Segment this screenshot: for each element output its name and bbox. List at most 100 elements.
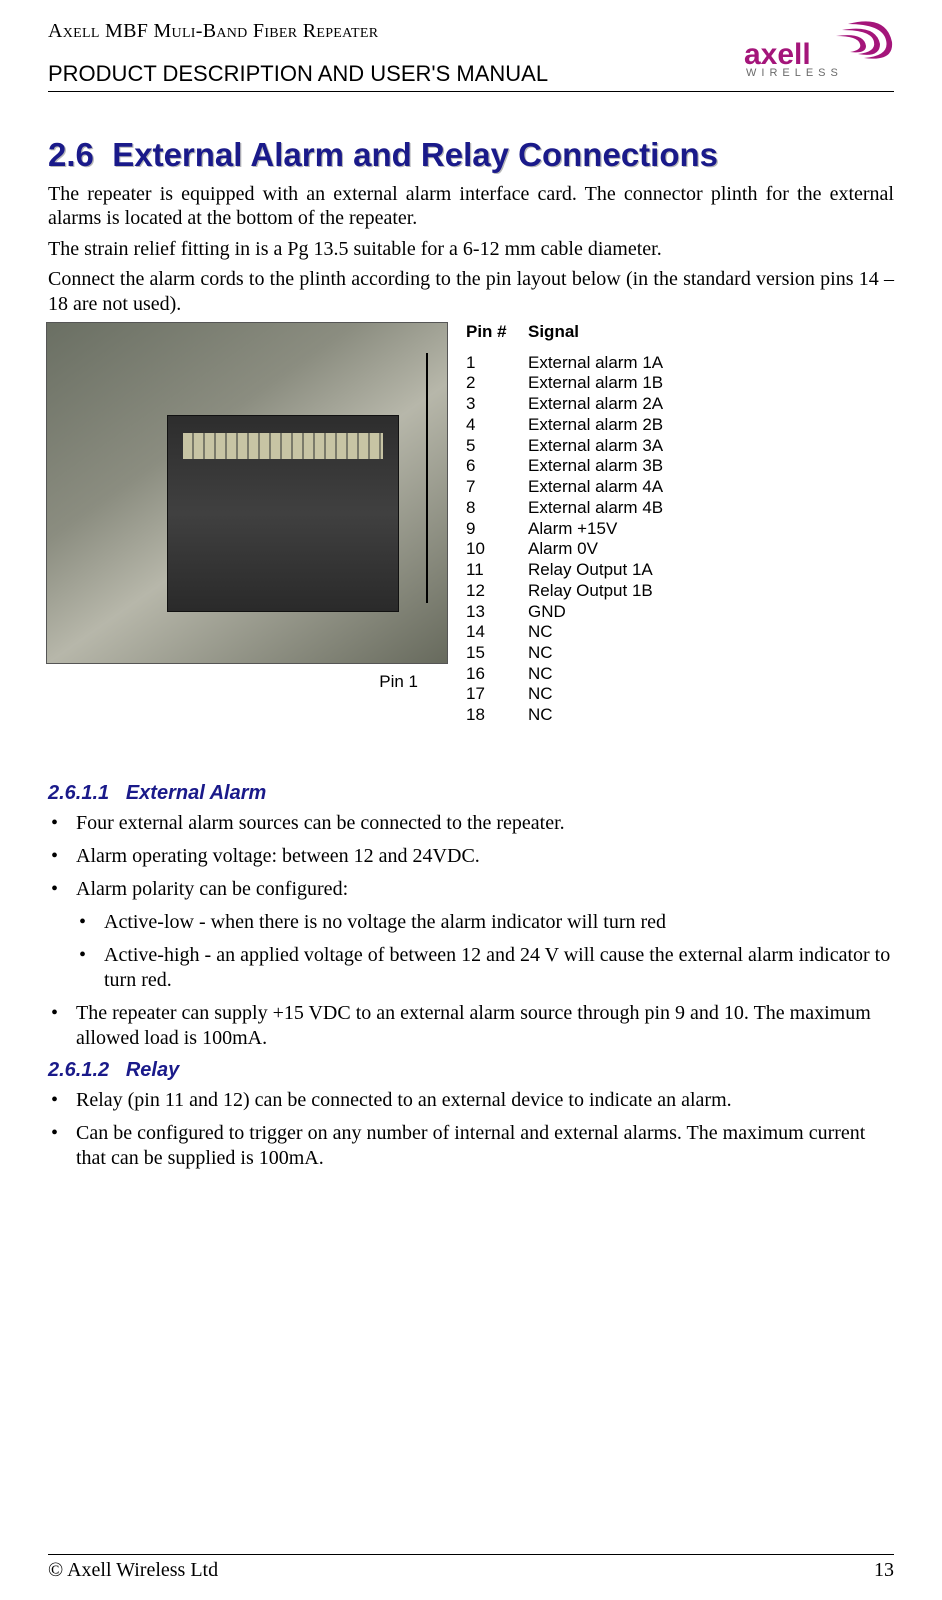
pin-row: 18NC bbox=[466, 705, 663, 726]
spacer bbox=[48, 726, 894, 782]
bullet-item: Alarm operating voltage: between 12 and … bbox=[48, 844, 894, 869]
pin-row: 5External alarm 3A bbox=[466, 436, 663, 457]
pin-num: 18 bbox=[466, 705, 528, 726]
pin-signal: NC bbox=[528, 705, 553, 726]
subsection-number: 2.6.1.1 bbox=[48, 782, 109, 804]
pin-row: 16NC bbox=[466, 664, 663, 685]
pin-num: 12 bbox=[466, 581, 528, 602]
pin1-label: Pin 1 bbox=[379, 672, 418, 692]
axell-logo-icon: axell WIRELESS bbox=[744, 20, 894, 78]
pin-row: 9Alarm +15V bbox=[466, 519, 663, 540]
pin-row: 12Relay Output 1B bbox=[466, 581, 663, 602]
pin-num: 4 bbox=[466, 415, 528, 436]
connector-photo-column: Pin 1 bbox=[48, 322, 448, 692]
pin-num: 8 bbox=[466, 498, 528, 519]
bullet-item: Active-low - when there is no voltage th… bbox=[76, 910, 894, 935]
pin-signal: Relay Output 1B bbox=[528, 581, 653, 602]
bullet-item: The repeater can supply +15 VDC to an ex… bbox=[48, 1001, 894, 1051]
pin-num: 11 bbox=[466, 560, 528, 581]
pin-signal: Relay Output 1A bbox=[528, 560, 653, 581]
pin-row: 1External alarm 1A bbox=[466, 353, 663, 374]
footer-rule bbox=[48, 1554, 894, 1555]
bullet-item: Can be configured to trigger on any numb… bbox=[48, 1121, 894, 1171]
pin-signal: Alarm +15V bbox=[528, 519, 617, 540]
pin-row: 2External alarm 1B bbox=[466, 373, 663, 394]
pin-signal: NC bbox=[528, 643, 553, 664]
pin-signal: External alarm 4A bbox=[528, 477, 663, 498]
page-header: Axell MBF Muli-Band Fiber Repeater PRODU… bbox=[48, 20, 894, 87]
pin-signal: External alarm 2B bbox=[528, 415, 663, 436]
pin-table-header: Pin # Signal bbox=[466, 322, 663, 343]
pin-row: 13GND bbox=[466, 602, 663, 623]
pin-row: 7External alarm 4A bbox=[466, 477, 663, 498]
paragraph: Connect the alarm cords to the plinth ac… bbox=[48, 267, 894, 316]
pin-num: 17 bbox=[466, 684, 528, 705]
pin-signal: External alarm 1A bbox=[528, 353, 663, 374]
pin-signal: External alarm 3B bbox=[528, 456, 663, 477]
pin-num: 14 bbox=[466, 622, 528, 643]
pin-row: 15NC bbox=[466, 643, 663, 664]
logo-text-secondary: WIRELESS bbox=[746, 67, 843, 78]
header-product-line: Axell MBF Muli-Band Fiber Repeater bbox=[48, 20, 734, 43]
pin-row: 17NC bbox=[466, 684, 663, 705]
pin-num: 7 bbox=[466, 477, 528, 498]
subsection-heading: 2.6.1.2 Relay bbox=[48, 1059, 894, 1082]
pin-num: 1 bbox=[466, 353, 528, 374]
pin-num: 16 bbox=[466, 664, 528, 685]
bullet-item: Relay (pin 11 and 12) can be connected t… bbox=[48, 1088, 894, 1113]
pin-row: 4External alarm 2B bbox=[466, 415, 663, 436]
paragraph: The repeater is equipped with an externa… bbox=[48, 182, 894, 231]
sub-bullet-list: Active-low - when there is no voltage th… bbox=[76, 910, 894, 993]
logo: axell WIRELESS bbox=[734, 20, 894, 83]
section-number: 2.6 bbox=[48, 136, 94, 173]
pin-row: 10Alarm 0V bbox=[466, 539, 663, 560]
pin-signal: External alarm 1B bbox=[528, 373, 663, 394]
pinout-block: Pin 1 Pin # Signal 1External alarm 1A 2E… bbox=[48, 322, 894, 726]
bullet-text: Alarm polarity can be configured: bbox=[76, 878, 348, 900]
header-text-block: Axell MBF Muli-Band Fiber Repeater PRODU… bbox=[48, 20, 734, 87]
pin-row: 14NC bbox=[466, 622, 663, 643]
pin-signal: NC bbox=[528, 622, 553, 643]
pin-num: 15 bbox=[466, 643, 528, 664]
pin-num: 6 bbox=[466, 456, 528, 477]
pin-row: 8External alarm 4B bbox=[466, 498, 663, 519]
header-subtitle: PRODUCT DESCRIPTION AND USER'S MANUAL bbox=[48, 61, 734, 87]
pin-signal: External alarm 3A bbox=[528, 436, 663, 457]
pin-signal: External alarm 4B bbox=[528, 498, 663, 519]
subsection-title: Relay bbox=[126, 1059, 179, 1081]
subsection-number: 2.6.1.2 bbox=[48, 1059, 109, 1081]
bullet-item: Four external alarm sources can be conne… bbox=[48, 811, 894, 836]
footer-copyright: © Axell Wireless Ltd bbox=[48, 1559, 218, 1582]
footer-row: © Axell Wireless Ltd 13 bbox=[48, 1559, 894, 1582]
pin-num: 5 bbox=[466, 436, 528, 457]
paragraph: The strain relief fitting in is a Pg 13.… bbox=[48, 237, 894, 261]
pin-num: 9 bbox=[466, 519, 528, 540]
section-title: External Alarm and Relay Connections bbox=[112, 136, 718, 173]
bullet-item: Active-high - an applied voltage of betw… bbox=[76, 943, 894, 993]
pin-num: 3 bbox=[466, 394, 528, 415]
bullet-list: Relay (pin 11 and 12) can be connected t… bbox=[48, 1088, 894, 1171]
pin-signal: Alarm 0V bbox=[528, 539, 598, 560]
page-footer: © Axell Wireless Ltd 13 bbox=[48, 1554, 894, 1582]
pin-signal: GND bbox=[528, 602, 566, 623]
bullet-list: Four external alarm sources can be conne… bbox=[48, 811, 894, 1051]
pin-row: 11Relay Output 1A bbox=[466, 560, 663, 581]
connector-photo bbox=[46, 322, 448, 664]
page: Axell MBF Muli-Band Fiber Repeater PRODU… bbox=[0, 0, 942, 1600]
bullet-item: Alarm polarity can be configured: Active… bbox=[48, 877, 894, 993]
pin-row: 3External alarm 2A bbox=[466, 394, 663, 415]
spacer bbox=[48, 92, 894, 136]
pin1-callout-line bbox=[426, 353, 428, 603]
pin-header-pin: Pin # bbox=[466, 322, 528, 343]
pin-signal: External alarm 2A bbox=[528, 394, 663, 415]
pin-num: 13 bbox=[466, 602, 528, 623]
pin-num: 10 bbox=[466, 539, 528, 560]
section-heading: 2.6 External Alarm and Relay Connections bbox=[48, 136, 894, 174]
pin-num: 2 bbox=[466, 373, 528, 394]
footer-page-number: 13 bbox=[874, 1559, 894, 1582]
pin-table: Pin # Signal 1External alarm 1A 2Externa… bbox=[466, 322, 663, 726]
pin-signal: NC bbox=[528, 684, 553, 705]
photo-terminal-strip bbox=[183, 433, 383, 459]
pin-header-signal: Signal bbox=[528, 322, 579, 343]
pin-signal: NC bbox=[528, 664, 553, 685]
